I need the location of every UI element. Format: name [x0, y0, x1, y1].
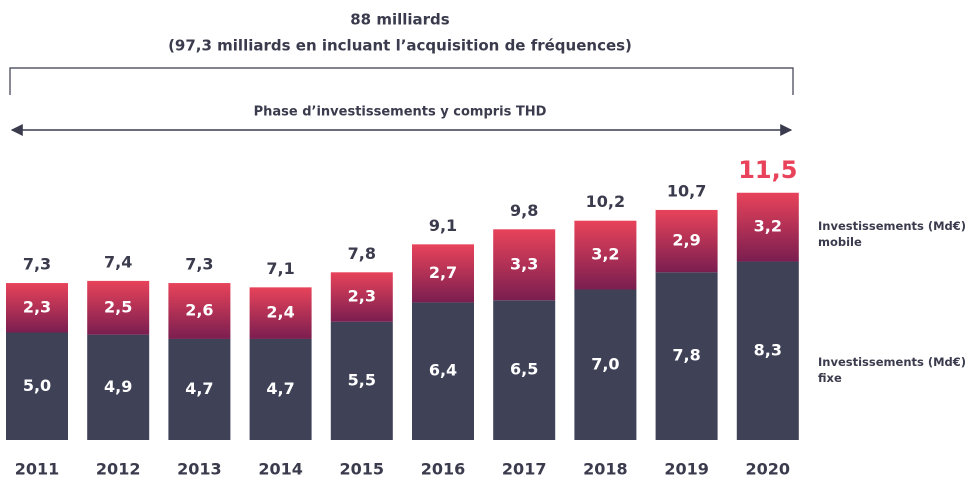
- bar-segment: [412, 302, 474, 440]
- bar-segment: [493, 300, 556, 440]
- legend-entry: Investissements (Md€) fixe: [818, 355, 967, 385]
- value-label: 3,2: [591, 245, 619, 264]
- total-label: 10,2: [586, 192, 625, 211]
- subtitle: (97,3 milliards en incluant l’acquisitio…: [168, 37, 632, 55]
- bar-segment: [168, 283, 231, 339]
- x-tick-label: 2011: [15, 460, 60, 479]
- total-label: 10,7: [667, 181, 706, 200]
- total-label: 7,4: [104, 252, 132, 271]
- value-label: 3,3: [510, 254, 538, 273]
- total-label: 9,1: [429, 216, 457, 235]
- bar-segment: [574, 289, 637, 440]
- bar-segment: [6, 283, 68, 333]
- value-label: 5,5: [348, 370, 376, 389]
- x-tick-label: 2016: [421, 460, 466, 479]
- value-label: 6,4: [429, 361, 457, 380]
- value-label: 2,7: [429, 263, 457, 282]
- value-label: 7,0: [591, 354, 619, 373]
- x-tick-label: 2012: [96, 460, 141, 479]
- value-label: 3,2: [754, 217, 782, 236]
- value-label: 2,4: [266, 303, 294, 322]
- value-label: 2,3: [23, 297, 51, 316]
- value-label: 2,6: [185, 301, 213, 320]
- bar-segment: [736, 192, 799, 262]
- value-label: 2,3: [348, 287, 376, 306]
- total-label: 7,8: [348, 244, 376, 263]
- total-label: 7,3: [185, 255, 213, 274]
- bar-segment: [168, 338, 231, 440]
- value-label: 7,8: [672, 346, 700, 365]
- title: 88 milliards: [350, 11, 450, 29]
- legend-entry: Investissements (Md€) mobile: [818, 219, 967, 249]
- total-label: 9,8: [510, 201, 538, 220]
- bracket: [9, 67, 794, 95]
- bar-segment: [6, 332, 68, 440]
- bar-segment: [87, 334, 150, 440]
- total-label: 7,1: [266, 259, 294, 278]
- x-tick-label: 2017: [502, 460, 547, 479]
- bar-segment: [412, 244, 474, 303]
- x-tick-label: 2018: [583, 460, 628, 479]
- bar-segment: [574, 220, 637, 290]
- bar-segment: [493, 229, 556, 301]
- phase-label: Phase d’investissements y compris THD: [254, 105, 547, 120]
- value-label: 5,0: [23, 376, 51, 395]
- value-label: 4,7: [185, 379, 213, 398]
- bar-segment: [655, 209, 718, 273]
- value-label: 6,5: [510, 360, 538, 379]
- value-label: 4,7: [266, 379, 294, 398]
- bar-segment: [330, 321, 393, 440]
- value-label: 2,5: [104, 297, 132, 316]
- x-tick-label: 2019: [664, 460, 709, 479]
- bar-segment: [249, 287, 312, 339]
- x-tick-label: 2020: [746, 460, 791, 479]
- total-label: 11,5: [738, 156, 797, 184]
- value-label: 4,9: [104, 377, 132, 396]
- bar-segment: [736, 261, 799, 440]
- bar-segment: [87, 280, 150, 335]
- bar-segment: [330, 272, 393, 322]
- x-tick-label: 2015: [340, 460, 385, 479]
- bar-segment: [655, 272, 718, 440]
- total-label: 7,3: [23, 255, 51, 274]
- value-label: 2,9: [672, 231, 700, 250]
- bar-segment: [249, 338, 312, 440]
- x-tick-label: 2013: [177, 460, 222, 479]
- value-label: 8,3: [754, 340, 782, 359]
- x-tick-label: 2014: [258, 460, 303, 479]
